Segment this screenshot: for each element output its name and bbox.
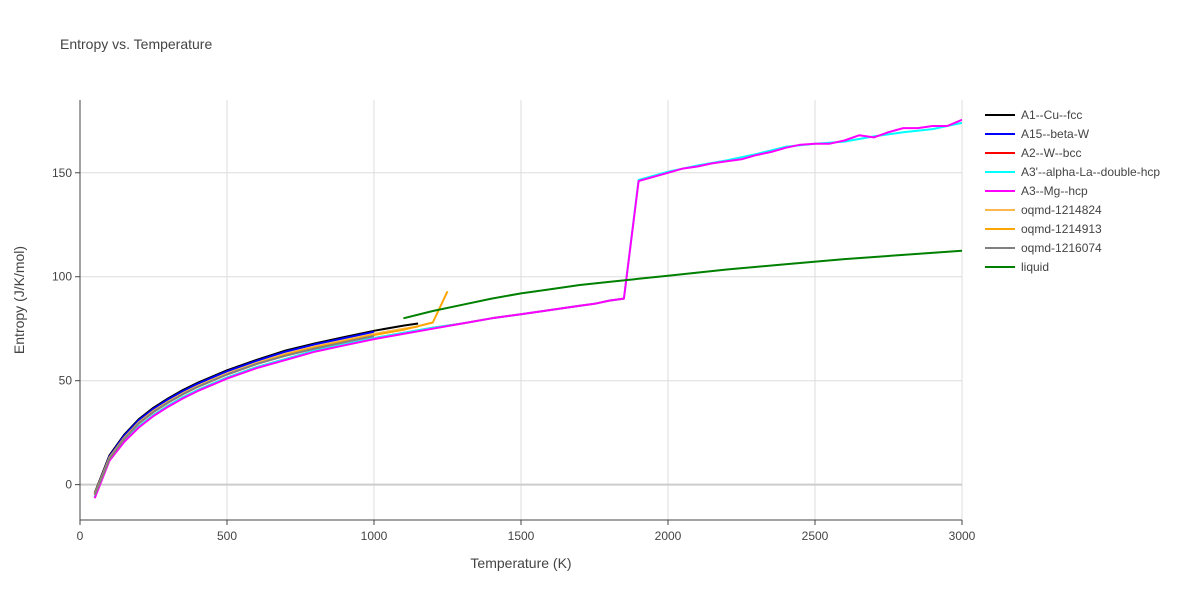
x-tick-label: 500: [217, 529, 237, 543]
x-tick-label: 2000: [655, 529, 682, 543]
legend-swatch: [985, 208, 1015, 211]
legend-label: A1--Cu--fcc: [1021, 107, 1083, 122]
legend-label: A3--Mg--hcp: [1021, 183, 1088, 198]
legend-label: oqmd-1214913: [1021, 221, 1102, 236]
legend-item-a3-alpha-la-double-hcp[interactable]: A3'--alpha-La--double-hcp: [985, 162, 1160, 181]
y-axis-title: Entropy (J/K/mol): [11, 246, 27, 354]
legend-label: A15--beta-W: [1021, 126, 1090, 141]
legend-label: oqmd-1216074: [1021, 240, 1102, 255]
x-axis-title: Temperature (K): [470, 555, 571, 571]
legend-item-liquid[interactable]: liquid: [985, 257, 1160, 276]
legend-swatch: [985, 113, 1015, 116]
x-tick-label: 3000: [949, 529, 976, 543]
y-tick-label: 100: [52, 270, 72, 284]
y-tick-label: 150: [52, 166, 72, 180]
x-tick-label: 1500: [508, 529, 535, 543]
legend-swatch: [985, 189, 1015, 192]
legend-item-a15-beta-w[interactable]: A15--beta-W: [985, 124, 1160, 143]
series-line-a3-mg-hcp: [93, 118, 962, 499]
legend-item-oqmd-1216074[interactable]: oqmd-1216074: [985, 238, 1160, 257]
legend-item-a2-w-bcc[interactable]: A2--W--bcc: [985, 143, 1160, 162]
series-line-oqmd-1216074: [93, 335, 375, 496]
series-line-a3-alpha-la-double-hcp: [93, 121, 962, 498]
series-line-oqmd-1214913: [93, 290, 449, 496]
legend: A1--Cu--fcc A15--beta-W A2--W--bcc A3'--alp…: [985, 105, 1160, 276]
series-line-a15-beta-w: [93, 330, 375, 495]
legend-swatch: [985, 151, 1015, 154]
legend-swatch: [985, 265, 1015, 268]
legend-label: A3'--alpha-La--double-hcp: [1021, 164, 1161, 179]
legend-item-oqmd-1214824[interactable]: oqmd-1214824: [985, 200, 1160, 219]
series-line-liquid: [403, 249, 962, 320]
legend-label: oqmd-1214824: [1021, 202, 1102, 217]
legend-swatch: [985, 170, 1015, 173]
legend-item-a1-cu-fcc[interactable]: A1--Cu--fcc: [985, 105, 1160, 124]
series-line-a1-cu-fcc: [93, 322, 419, 494]
y-tick-label: 50: [59, 374, 73, 388]
y-tick-label: 0: [65, 478, 72, 492]
x-tick-label: 2500: [802, 529, 829, 543]
legend-swatch: [985, 132, 1015, 135]
legend-item-oqmd-1214913[interactable]: oqmd-1214913: [985, 219, 1160, 238]
x-tick-label: 0: [77, 529, 84, 543]
legend-swatch: [985, 246, 1015, 249]
x-tick-label: 1000: [361, 529, 388, 543]
chart-title: Entropy vs. Temperature: [60, 36, 213, 52]
legend-label: liquid: [1021, 259, 1050, 274]
legend-item-a3-mg-hcp[interactable]: A3--Mg--hcp: [985, 181, 1160, 200]
legend-label: A2--W--bcc: [1021, 145, 1082, 160]
series-line-oqmd-1214824: [93, 325, 419, 495]
legend-swatch: [985, 227, 1015, 230]
